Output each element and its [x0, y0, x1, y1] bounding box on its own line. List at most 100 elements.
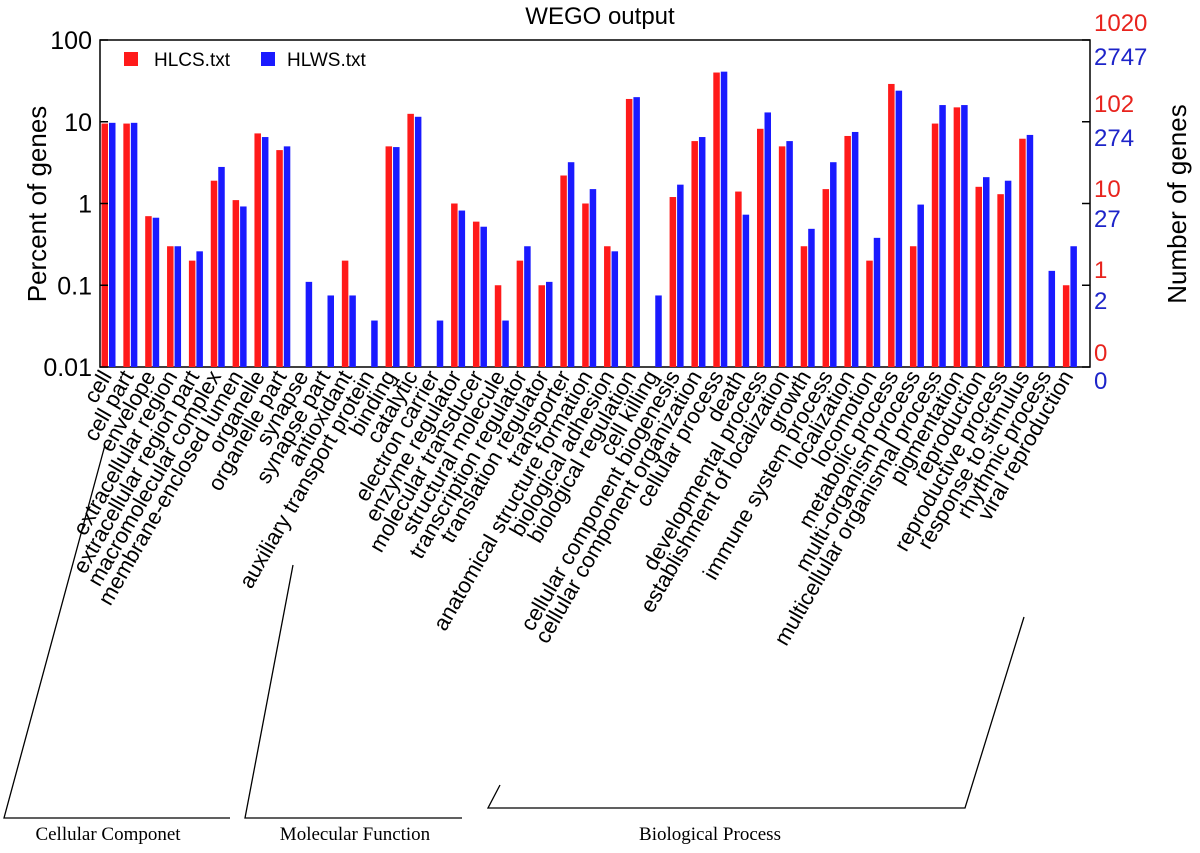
group-bracket-2 — [486, 616, 1025, 809]
left-tick-label-3: 0.1 — [57, 272, 92, 300]
bar-hlws-34 — [851, 131, 859, 367]
group-bracket-1 — [244, 564, 462, 819]
bar-hlws-44 — [1070, 246, 1077, 367]
bar-hlws-20 — [546, 281, 553, 367]
bar-hlws-25 — [655, 295, 662, 367]
bar-hlcs-18 — [494, 285, 502, 367]
bar-hlws-30 — [764, 112, 771, 368]
bar-hlcs-32 — [800, 246, 808, 367]
bar-hlcs-13 — [385, 146, 393, 367]
bar-hlcs-1 — [123, 123, 130, 367]
bar-hlws-1 — [130, 122, 138, 367]
bar-hlcs-6 — [232, 200, 240, 367]
y-axis-label-left: Percent of genes — [22, 106, 52, 303]
left-tick-label-1: 10 — [64, 109, 92, 137]
bar-hlcs-27 — [691, 141, 698, 367]
bar-hlws-27 — [698, 137, 706, 367]
bar-hlcs-4 — [188, 260, 196, 367]
bar-hlcs-14 — [407, 113, 414, 367]
left-tick-label-0: 100 — [50, 27, 92, 55]
bar-hlcs-20 — [538, 285, 545, 367]
bar-hlcs-5 — [210, 180, 218, 367]
bar-hlws-36 — [895, 90, 903, 368]
legend-swatch-hlws — [261, 52, 275, 66]
right-tick-label-hlcs-3: 1 — [1094, 257, 1107, 284]
bar-hlws-13 — [393, 147, 400, 367]
legend: HLCS.txt HLWS.txt — [124, 50, 367, 71]
group-label-0: Cellular Componet — [35, 824, 181, 845]
bar-hlws-28 — [720, 71, 728, 368]
bar-hlcs-42 — [1019, 138, 1026, 367]
right-tick-label-hlws-0: 2747 — [1094, 44, 1147, 71]
bar-hlws-12 — [371, 320, 378, 367]
right-tick-label-hlws-4: 0 — [1094, 368, 1107, 395]
right-tick-label-hlcs-2: 10 — [1094, 176, 1121, 203]
chart-title: WEGO output — [525, 3, 675, 30]
bar-hlcs-30 — [757, 128, 764, 367]
right-tick-label-hlws-2: 27 — [1094, 206, 1121, 233]
category-groups: Cellular Componet Molecular Function Biolo… — [3, 444, 1025, 845]
bar-hlcs-22 — [582, 203, 589, 367]
bar-hlws-37 — [917, 204, 924, 367]
left-tick-label-2: 1 — [78, 191, 92, 219]
left-y-axis: 100 10 1 0.1 0.01 — [43, 27, 108, 382]
bar-hlcs-38 — [931, 123, 939, 367]
bar-hlws-10 — [327, 295, 334, 367]
bar-series-group — [101, 71, 1077, 368]
bar-hlcs-0 — [101, 123, 108, 367]
bar-hlws-33 — [830, 162, 837, 367]
bar-hlws-32 — [808, 228, 815, 367]
bar-hlws-18 — [502, 320, 509, 367]
bar-hlws-11 — [349, 295, 356, 367]
bar-hlcs-31 — [778, 146, 786, 367]
bar-hlws-40 — [983, 177, 990, 367]
bar-hlws-9 — [305, 281, 313, 367]
bar-hlcs-19 — [516, 260, 524, 367]
bar-hlws-0 — [109, 122, 116, 367]
bar-hlws-41 — [1004, 180, 1012, 367]
bar-hlcs-7 — [254, 133, 261, 367]
bar-hlws-43 — [1048, 270, 1056, 367]
bar-hlcs-44 — [1062, 285, 1070, 367]
bar-hlcs-34 — [844, 135, 851, 367]
bar-hlcs-37 — [909, 246, 917, 367]
bar-hlws-26 — [677, 184, 684, 367]
legend-swatch-hlcs — [124, 52, 138, 66]
bar-hlcs-40 — [975, 186, 982, 367]
bar-hlcs-35 — [866, 260, 873, 367]
bar-hlcs-3 — [167, 246, 174, 367]
bar-hlcs-2 — [145, 216, 152, 367]
bar-hlws-24 — [633, 97, 640, 367]
bar-hlcs-29 — [735, 191, 742, 367]
right-tick-label-hlcs-1: 102 — [1094, 91, 1134, 118]
bar-hlcs-11 — [341, 260, 349, 367]
bar-hlcs-17 — [472, 221, 480, 367]
bar-hlcs-36 — [888, 83, 895, 367]
bar-hlcs-16 — [451, 203, 458, 367]
bar-hlws-17 — [480, 226, 487, 367]
legend-label-hlws: HLWS.txt — [287, 50, 367, 71]
bar-hlws-3 — [174, 246, 182, 367]
left-tick-label-4: 0.01 — [43, 354, 92, 382]
bar-hlcs-41 — [997, 194, 1004, 367]
bar-hlcs-8 — [276, 150, 283, 367]
group-label-1: Molecular Function — [280, 824, 431, 845]
right-tick-label-hlcs-0: 1020 — [1094, 10, 1147, 37]
bar-hlws-5 — [218, 166, 225, 367]
bar-hlws-16 — [458, 210, 466, 367]
y-axis-label-right: Number of genes — [1162, 104, 1192, 303]
bar-hlcs-23 — [604, 246, 611, 367]
bar-hlws-8 — [283, 146, 291, 367]
bar-hlws-7 — [261, 137, 269, 367]
legend-label-hlcs: HLCS.txt — [154, 50, 231, 71]
right-tick-label-hlcs-4: 0 — [1094, 340, 1107, 367]
right-tick-label-hlws-3: 2 — [1094, 288, 1107, 315]
bar-hlws-6 — [240, 206, 247, 367]
bar-hlws-42 — [1026, 134, 1034, 367]
bar-hlcs-24 — [625, 98, 633, 368]
bar-hlws-22 — [589, 189, 597, 367]
bar-hlws-19 — [524, 246, 531, 367]
bar-hlws-38 — [939, 105, 946, 367]
